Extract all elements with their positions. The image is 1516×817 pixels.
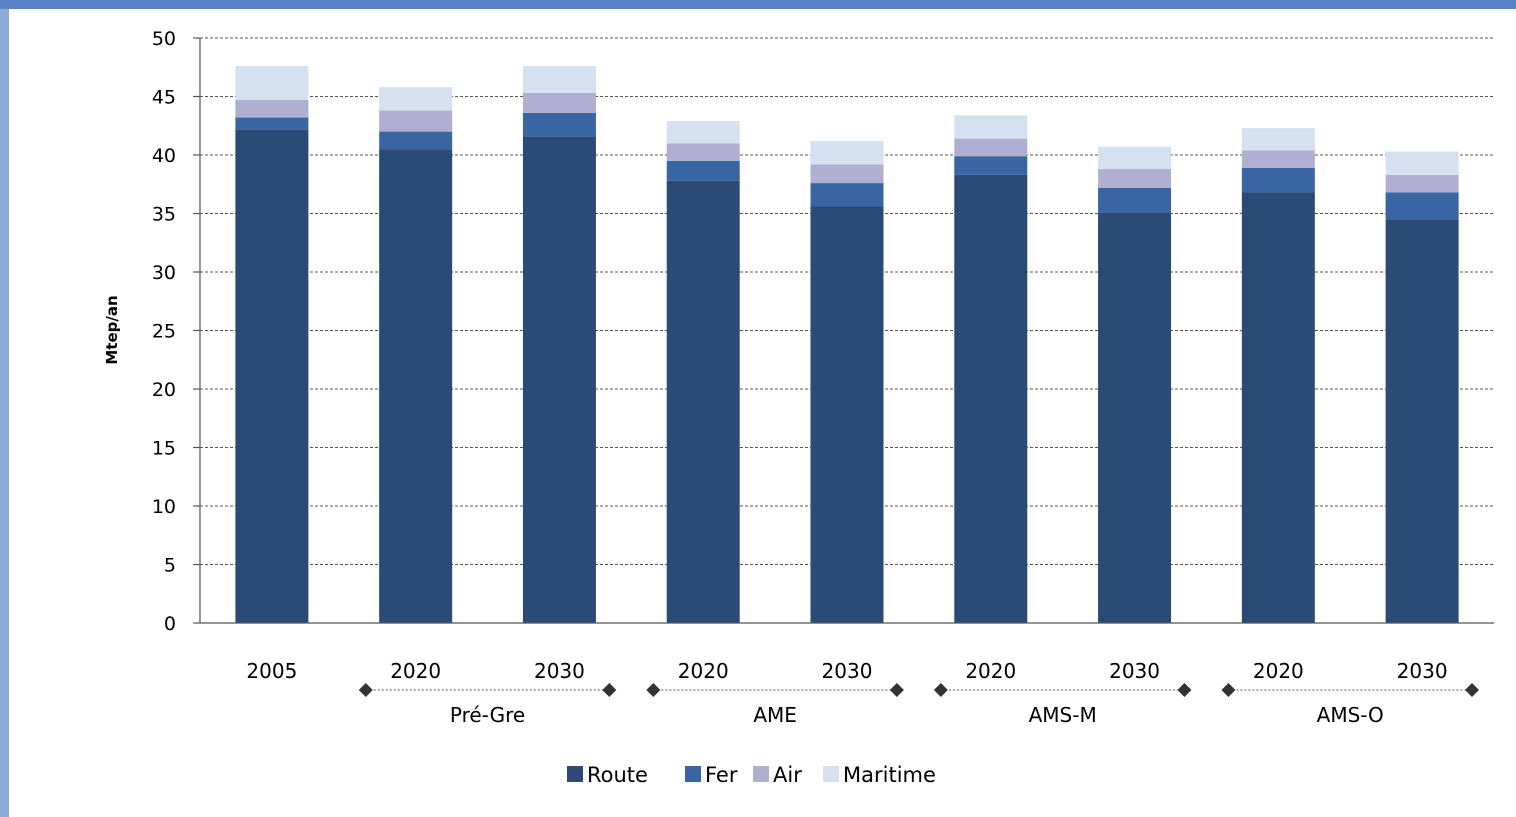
group-label: AMS-O — [1317, 703, 1384, 727]
group-bracket-diamond — [646, 683, 661, 697]
x-tick-label: 2030 — [822, 659, 873, 683]
bar-segment-fer — [954, 156, 1028, 175]
bar-segment-air — [1098, 169, 1172, 188]
bar-segment-air — [810, 164, 884, 184]
bar-segment-route — [379, 149, 453, 623]
legend-label: Air — [773, 763, 802, 787]
bar-segment-air — [666, 143, 740, 161]
bar-segment-route — [1385, 219, 1459, 623]
bar-segment-fer — [666, 160, 740, 181]
legend: Route Fer Air Maritime — [567, 763, 936, 787]
x-tick-label: 2030 — [534, 659, 585, 683]
y-tick-label: 25 — [152, 321, 176, 343]
bar-segment-fer — [379, 131, 453, 150]
group-bracket-diamond — [1465, 683, 1479, 697]
bar-segment-air — [1385, 174, 1459, 193]
y-tick-label: 10 — [152, 496, 176, 518]
bar-segment-fer — [810, 183, 884, 207]
bar-segment-maritime — [235, 66, 309, 101]
bar-segment-air — [1241, 150, 1315, 168]
group-bracket-diamond — [933, 683, 948, 697]
y-tick-label: 30 — [152, 262, 176, 284]
chart-top-band — [0, 0, 1516, 9]
bar-segment-fer — [1241, 167, 1315, 193]
legend-swatch-air — [753, 766, 769, 782]
legend-label: Maritime — [843, 763, 936, 787]
bar-segment-maritime — [379, 87, 453, 111]
group-bracket-diamond — [1221, 683, 1236, 697]
legend-swatch-maritime — [823, 766, 839, 782]
y-tick-label: 20 — [152, 379, 176, 401]
bar-segment-route — [810, 206, 884, 624]
legend-label: Route — [587, 763, 648, 787]
group-bracket-diamond — [1177, 683, 1192, 697]
bar-segment-maritime — [1385, 151, 1459, 175]
bar-segment-maritime — [810, 140, 884, 165]
bar-segment-maritime — [666, 121, 740, 144]
bar-segment-fer — [1098, 187, 1172, 213]
y-tick-label: 5 — [164, 555, 176, 577]
bar-segment-fer — [1385, 192, 1459, 220]
x-tick-label: 2005 — [246, 659, 297, 683]
legend-swatch-route — [567, 766, 583, 782]
bar-segment-route — [235, 129, 309, 623]
group-label: AME — [753, 703, 797, 727]
x-tick-label: 2030 — [1397, 659, 1448, 683]
bar-segment-route — [954, 174, 1028, 623]
y-tick-label: 45 — [152, 87, 176, 109]
bar-segment-route — [666, 180, 740, 624]
y-tick-label: 15 — [152, 438, 176, 460]
x-tick-label: 2020 — [1253, 659, 1304, 683]
y-tick-label: 40 — [152, 145, 176, 167]
group-labels: Pré-Gre AME AMS-M AMS-O — [358, 683, 1479, 727]
x-tick-label: 2020 — [390, 659, 441, 683]
bar-segment-air — [235, 100, 309, 118]
bar-segment-route — [1098, 212, 1172, 623]
bar-segment-air — [522, 92, 596, 113]
bars — [235, 66, 1459, 624]
y-tick-label: 50 — [152, 28, 176, 50]
axes — [199, 38, 1494, 624]
x-tick-label: 2020 — [678, 659, 729, 683]
y-tick-labels: 0 5 10 15 20 25 30 35 40 45 50 — [152, 28, 176, 635]
y-tick-label: 35 — [152, 204, 176, 226]
bar-segment-maritime — [954, 115, 1028, 139]
bar-segment-fer — [522, 112, 596, 137]
bar-segment-maritime — [1098, 146, 1172, 170]
x-tick-label: 2020 — [965, 659, 1016, 683]
legend-swatch-fer — [685, 766, 701, 782]
legend-label: Fer — [705, 763, 738, 787]
bar-segment-air — [379, 110, 453, 132]
group-bracket-diamond — [358, 683, 373, 697]
group-bracket-diamond — [602, 683, 617, 697]
bar-segment-route — [1241, 192, 1315, 623]
y-tick-label: 0 — [164, 613, 176, 635]
bar-segment-maritime — [522, 66, 596, 93]
bar-segment-maritime — [1241, 128, 1315, 151]
group-label: AMS-M — [1029, 703, 1097, 727]
y-axis-label: Mtep/an — [103, 295, 121, 364]
group-bracket-diamond — [889, 683, 904, 697]
bar-segment-route — [522, 136, 596, 623]
group-label: Pré-Gre — [450, 703, 525, 727]
x-tick-label: 2030 — [1109, 659, 1160, 683]
x-tick-labels: 2005 2020 2030 2020 2030 2020 2030 2020 2030 — [246, 659, 1447, 683]
bar-segment-fer — [235, 117, 309, 130]
bar-segment-air — [954, 138, 1028, 157]
